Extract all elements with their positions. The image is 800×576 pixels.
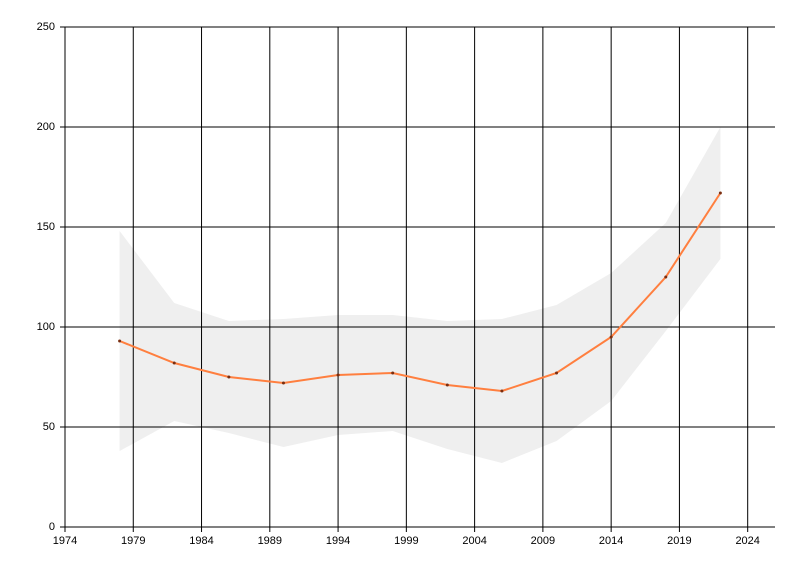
marker <box>664 275 668 279</box>
marker <box>445 383 449 387</box>
line <box>119 192 722 393</box>
y-tick-label: 50 <box>43 421 55 433</box>
marker <box>336 373 340 377</box>
x-tick-label: 2014 <box>599 535 623 547</box>
x-tick-label: 2024 <box>735 535 759 547</box>
y-tick-label: 200 <box>37 121 55 133</box>
marker <box>500 389 504 393</box>
y-tick-label: 100 <box>37 321 55 333</box>
x-tick-label: 1974 <box>53 535 77 547</box>
x-tick-label: 2004 <box>462 535 486 547</box>
y-tick-label: 0 <box>49 521 55 533</box>
confidence-band <box>119 127 721 463</box>
marker <box>281 381 285 385</box>
y-tick-label: 250 <box>37 21 55 33</box>
x-tick-label: 1999 <box>394 535 418 547</box>
x-tick-label: 1989 <box>258 535 282 547</box>
x-tick-label: 1994 <box>326 535 350 547</box>
marker <box>172 361 176 365</box>
y-tick-label: 150 <box>37 221 55 233</box>
marker <box>118 339 122 343</box>
marker <box>609 335 613 339</box>
marker <box>227 375 231 379</box>
x-tick-label: 1979 <box>121 535 145 547</box>
x-tick-label: 2019 <box>667 535 691 547</box>
marker <box>555 371 559 375</box>
x-tick-label: 2009 <box>531 535 555 547</box>
marker <box>718 191 722 195</box>
marker <box>391 371 395 375</box>
x-tick-label: 1984 <box>189 535 213 547</box>
